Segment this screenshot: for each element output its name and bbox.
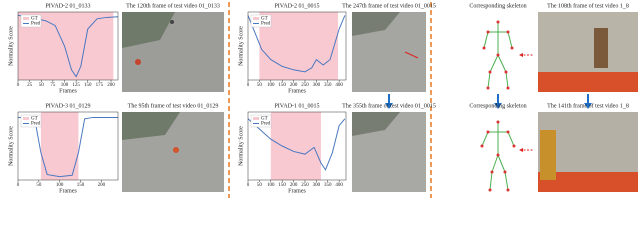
x-tick-label: 0 bbox=[247, 183, 250, 188]
x-tick-label: 50 bbox=[39, 83, 45, 88]
legend-swatch bbox=[253, 117, 259, 120]
photo bbox=[122, 112, 224, 192]
y-axis-label: Normality Score bbox=[238, 26, 244, 66]
x-tick-label: 0 bbox=[17, 83, 20, 88]
x-tick-label: 50 bbox=[257, 183, 263, 188]
legend-label: GT bbox=[31, 17, 38, 22]
x-tick-label: 250 bbox=[301, 83, 309, 88]
legend-label: Pred bbox=[261, 22, 271, 27]
pred-line bbox=[247, 118, 346, 171]
legend-label: GT bbox=[261, 117, 268, 122]
gt-region bbox=[270, 112, 321, 180]
y-axis-label: Normality Score bbox=[8, 126, 14, 166]
plot-frame bbox=[247, 11, 347, 81]
photo bbox=[538, 12, 638, 92]
plot-frame bbox=[247, 111, 347, 181]
x-tick-label: 300 bbox=[313, 83, 321, 88]
arrow-head bbox=[385, 103, 393, 109]
x-tick-label: 50 bbox=[36, 183, 42, 188]
y-axis-label: Normality Score bbox=[8, 26, 14, 66]
x-tick-label: 0 bbox=[247, 83, 250, 88]
x-axis-label: Frames bbox=[59, 188, 77, 194]
caption: The 95th frame of test video 01_0129 bbox=[128, 102, 219, 109]
caption: Corresponding skeleton bbox=[469, 103, 526, 109]
photo bbox=[352, 112, 426, 192]
gt-region bbox=[40, 112, 79, 180]
x-tick-label: 200 bbox=[290, 183, 298, 188]
chart-title: PIVAD-1 01_0015 bbox=[274, 103, 319, 109]
x-tick-label: 25 bbox=[27, 83, 33, 88]
x-tick-label: 200 bbox=[290, 83, 298, 88]
x-axis-label: Frames bbox=[288, 188, 306, 194]
skeleton bbox=[480, 120, 516, 192]
x-tick-label: 350 bbox=[324, 83, 332, 88]
caption: Corresponding skeleton bbox=[469, 3, 526, 9]
pred-line bbox=[247, 15, 346, 73]
photo bbox=[538, 112, 638, 192]
plot-frame bbox=[17, 11, 119, 81]
x-tick-label: 200 bbox=[98, 183, 106, 188]
caption: The 120th frame of test video 01_0133 bbox=[126, 2, 220, 9]
legend-swatch bbox=[23, 117, 29, 120]
chart-title: PIVAD-3 01_0129 bbox=[45, 103, 90, 109]
x-tick-label: 150 bbox=[278, 83, 286, 88]
x-tick-label: 50 bbox=[257, 83, 263, 88]
arrow-head bbox=[494, 103, 502, 109]
x-tick-label: 150 bbox=[278, 183, 286, 188]
arrow-head bbox=[519, 148, 523, 152]
chart-title: PIVAD-2 01_0015 bbox=[274, 3, 319, 9]
legend-label: Pred bbox=[31, 22, 41, 27]
arrow-head bbox=[519, 53, 523, 57]
x-tick-label: 400 bbox=[335, 83, 343, 88]
x-tick-label: 100 bbox=[267, 183, 275, 188]
skeleton bbox=[482, 20, 514, 90]
x-tick-label: 200 bbox=[107, 83, 115, 88]
x-tick-label: 150 bbox=[84, 83, 92, 88]
x-tick-label: 100 bbox=[267, 83, 275, 88]
legend-swatch bbox=[23, 17, 29, 20]
legend-label: GT bbox=[31, 117, 38, 122]
x-tick-label: 250 bbox=[301, 183, 309, 188]
x-tick-label: 125 bbox=[72, 83, 80, 88]
legend-label: Pred bbox=[261, 122, 271, 127]
x-tick-label: 150 bbox=[77, 183, 85, 188]
chart-title: PIVAD-2 01_0133 bbox=[45, 3, 90, 9]
x-tick-label: 75 bbox=[50, 83, 56, 88]
x-axis-label: Frames bbox=[288, 88, 306, 94]
y-axis-label: Normality Score bbox=[238, 126, 244, 166]
photo bbox=[122, 12, 224, 92]
legend-label: Pred bbox=[31, 122, 41, 127]
x-axis-label: Frames bbox=[59, 88, 77, 94]
caption: The 141th frame of test video 1_8 bbox=[547, 102, 629, 109]
x-tick-label: 400 bbox=[335, 183, 343, 188]
x-tick-label: 300 bbox=[313, 183, 321, 188]
arrow-head bbox=[584, 103, 592, 109]
caption: The 247th frame of test video 01_0015 bbox=[342, 2, 436, 9]
x-tick-label: 175 bbox=[96, 83, 104, 88]
legend-label: GT bbox=[261, 17, 268, 22]
figure: The 120th frame of test video 01_0133 Th… bbox=[8, 2, 638, 198]
x-tick-label: 350 bbox=[324, 183, 332, 188]
x-tick-label: 100 bbox=[61, 83, 69, 88]
caption: The 355th frame of test video 01_0015 bbox=[342, 102, 436, 109]
caption: The 108th frame of test video 1_8 bbox=[547, 2, 629, 9]
legend-swatch bbox=[253, 17, 259, 20]
plot-frame bbox=[17, 111, 119, 181]
gt-region bbox=[259, 12, 339, 80]
x-tick-label: 100 bbox=[56, 183, 64, 188]
photo bbox=[352, 12, 426, 92]
x-tick-label: 0 bbox=[17, 183, 20, 188]
